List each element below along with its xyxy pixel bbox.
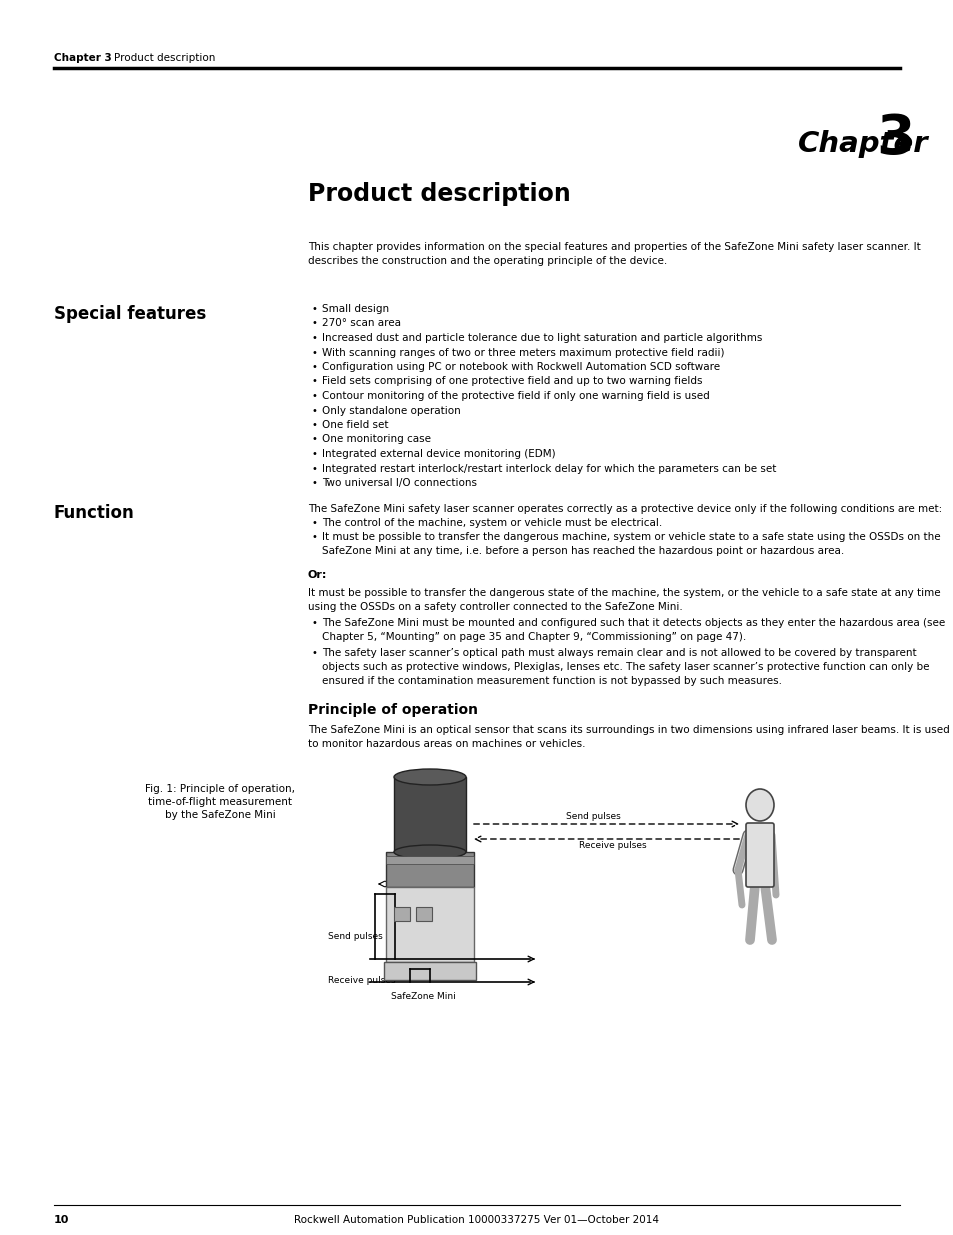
Text: •: • <box>312 362 317 372</box>
Text: Product description: Product description <box>308 182 570 206</box>
Text: The safety laser scanner’s optical path must always remain clear and is not allo: The safety laser scanner’s optical path … <box>322 648 916 658</box>
Text: Contour monitoring of the protective field if only one warning field is used: Contour monitoring of the protective fie… <box>322 391 709 401</box>
Text: 10: 10 <box>54 1215 70 1225</box>
Text: 270° scan area: 270° scan area <box>322 319 400 329</box>
Text: The SafeZone Mini is an optical sensor that scans its surroundings in two dimens: The SafeZone Mini is an optical sensor t… <box>308 725 949 735</box>
Text: Configuration using PC or notebook with Rockwell Automation SCD software: Configuration using PC or notebook with … <box>322 362 720 372</box>
Text: Product description: Product description <box>113 53 215 63</box>
Text: Chapter: Chapter <box>797 130 927 158</box>
Text: •: • <box>312 532 317 542</box>
Bar <box>394 777 465 852</box>
Text: describes the construction and the operating principle of the device.: describes the construction and the opera… <box>308 256 666 266</box>
Text: Special features: Special features <box>54 305 206 324</box>
Text: time-of-flight measurement: time-of-flight measurement <box>148 797 292 806</box>
Bar <box>386 856 474 864</box>
Text: SafeZone Mini at any time, i.e. before a person has reached the hazardous point : SafeZone Mini at any time, i.e. before a… <box>322 546 843 556</box>
Text: The SafeZone Mini safety laser scanner operates correctly as a protective device: The SafeZone Mini safety laser scanner o… <box>308 504 942 514</box>
Text: Rockwell Automation Publication 10000337275 Ver 01—October 2014: Rockwell Automation Publication 10000337… <box>294 1215 659 1225</box>
Text: Increased dust and particle tolerance due to light saturation and particle algor: Increased dust and particle tolerance du… <box>322 333 761 343</box>
Text: •: • <box>312 420 317 430</box>
Text: •: • <box>312 478 317 488</box>
Text: by the SafeZone Mini: by the SafeZone Mini <box>165 810 275 820</box>
Ellipse shape <box>394 845 465 860</box>
Text: Field sets comprising of one protective field and up to two warning fields: Field sets comprising of one protective … <box>322 377 701 387</box>
Text: •: • <box>312 435 317 445</box>
Text: ensured if the contamination measurement function is not bypassed by such measur: ensured if the contamination measurement… <box>322 676 781 685</box>
Text: One monitoring case: One monitoring case <box>322 435 431 445</box>
Bar <box>394 906 410 921</box>
Text: Chapter 3: Chapter 3 <box>54 53 112 63</box>
Text: Or:: Or: <box>308 571 327 580</box>
Text: The SafeZone Mini must be mounted and configured such that it detects objects as: The SafeZone Mini must be mounted and co… <box>322 618 944 629</box>
Bar <box>416 906 432 921</box>
Text: Fig. 1: Principle of operation,: Fig. 1: Principle of operation, <box>145 784 294 794</box>
Text: objects such as protective windows, Plexiglas, lenses etc. The safety laser scan: objects such as protective windows, Plex… <box>322 662 928 672</box>
Text: •: • <box>312 377 317 387</box>
Text: Chapter 5, “Mounting” on page 35 and Chapter 9, “Commissioning” on page 47).: Chapter 5, “Mounting” on page 35 and Cha… <box>322 632 745 642</box>
Bar <box>384 962 476 981</box>
Text: •: • <box>312 450 317 459</box>
Ellipse shape <box>745 789 773 821</box>
Text: Send pulses: Send pulses <box>328 932 382 941</box>
Text: •: • <box>312 618 317 629</box>
Text: Function: Function <box>54 504 134 522</box>
Text: •: • <box>312 517 317 529</box>
Text: •: • <box>312 304 317 314</box>
Text: •: • <box>312 405 317 415</box>
Text: •: • <box>312 319 317 329</box>
Text: Send pulses: Send pulses <box>565 811 619 821</box>
Text: •: • <box>312 333 317 343</box>
Text: Small design: Small design <box>322 304 389 314</box>
Text: One field set: One field set <box>322 420 388 430</box>
Text: Two universal I/O connections: Two universal I/O connections <box>322 478 476 488</box>
Text: 3: 3 <box>875 112 914 165</box>
Text: It must be possible to transfer the dangerous machine, system or vehicle state t: It must be possible to transfer the dang… <box>322 532 940 542</box>
Text: to monitor hazardous areas on machines or vehicles.: to monitor hazardous areas on machines o… <box>308 739 585 748</box>
Text: Integrated external device monitoring (EDM): Integrated external device monitoring (E… <box>322 450 555 459</box>
Bar <box>386 887 474 962</box>
Text: With scanning ranges of two or three meters maximum protective field radii): With scanning ranges of two or three met… <box>322 347 723 357</box>
Text: It must be possible to transfer the dangerous state of the machine, the system, : It must be possible to transfer the dang… <box>308 588 940 598</box>
Text: using the OSSDs on a safety controller connected to the SafeZone Mini.: using the OSSDs on a safety controller c… <box>308 601 682 613</box>
Text: Integrated restart interlock/restart interlock delay for which the parameters ca: Integrated restart interlock/restart int… <box>322 463 776 473</box>
Text: Only standalone operation: Only standalone operation <box>322 405 460 415</box>
Ellipse shape <box>394 769 465 785</box>
Text: •: • <box>312 648 317 658</box>
FancyBboxPatch shape <box>745 823 773 887</box>
Text: Receive pulses: Receive pulses <box>578 841 646 850</box>
Text: Principle of operation: Principle of operation <box>308 703 477 718</box>
Text: •: • <box>312 463 317 473</box>
Bar <box>386 852 474 887</box>
Text: The control of the machine, system or vehicle must be electrical.: The control of the machine, system or ve… <box>322 517 661 529</box>
Text: Receive pulses: Receive pulses <box>328 976 395 986</box>
Text: •: • <box>312 391 317 401</box>
Text: •: • <box>312 347 317 357</box>
Text: SafeZone Mini: SafeZone Mini <box>391 992 456 1002</box>
Text: This chapter provides information on the special features and properties of the : This chapter provides information on the… <box>308 242 920 252</box>
